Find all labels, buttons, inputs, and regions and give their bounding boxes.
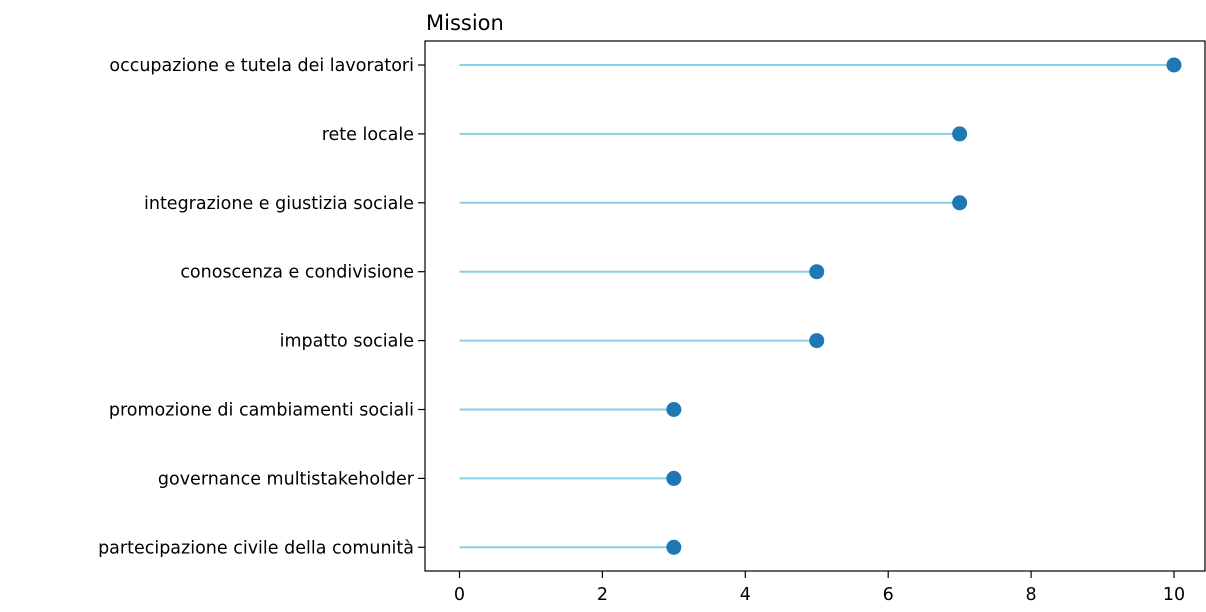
x-tick-label: 8 xyxy=(1026,585,1037,605)
data-point xyxy=(666,470,682,486)
x-tick-label: 10 xyxy=(1163,585,1185,605)
y-tick-label: impatto sociale xyxy=(280,332,414,352)
x-axis: 0 2 4 6 8 10 xyxy=(454,571,1185,605)
y-tick-label: conoscenza e condivisione xyxy=(180,263,414,283)
y-tick-label: partecipazione civile della comunità xyxy=(98,538,414,558)
data-point xyxy=(952,195,968,211)
x-tick-label: 4 xyxy=(740,585,751,605)
markers-group xyxy=(666,57,1182,555)
chart-title: Mission xyxy=(426,11,504,35)
y-axis: occupazione e tutela dei lavoratori rete … xyxy=(98,56,425,558)
data-point xyxy=(666,539,682,555)
x-tick-label: 0 xyxy=(454,585,465,605)
data-point xyxy=(809,264,825,280)
data-point xyxy=(1166,57,1182,73)
y-tick-label: governance multistakeholder xyxy=(158,469,415,489)
x-tick-label: 2 xyxy=(597,585,608,605)
data-point xyxy=(952,126,968,142)
y-tick-label: occupazione e tutela dei lavoratori xyxy=(109,56,414,76)
data-point xyxy=(809,333,825,349)
plot-frame xyxy=(424,40,1206,572)
y-tick-label: promozione di cambiamenti sociali xyxy=(109,401,414,421)
y-tick-label: rete locale xyxy=(322,125,414,145)
stems-group xyxy=(459,64,1174,549)
data-point xyxy=(666,402,682,417)
x-tick-label: 6 xyxy=(883,585,894,605)
y-tick-label: integrazione e giustizia sociale xyxy=(144,194,414,214)
